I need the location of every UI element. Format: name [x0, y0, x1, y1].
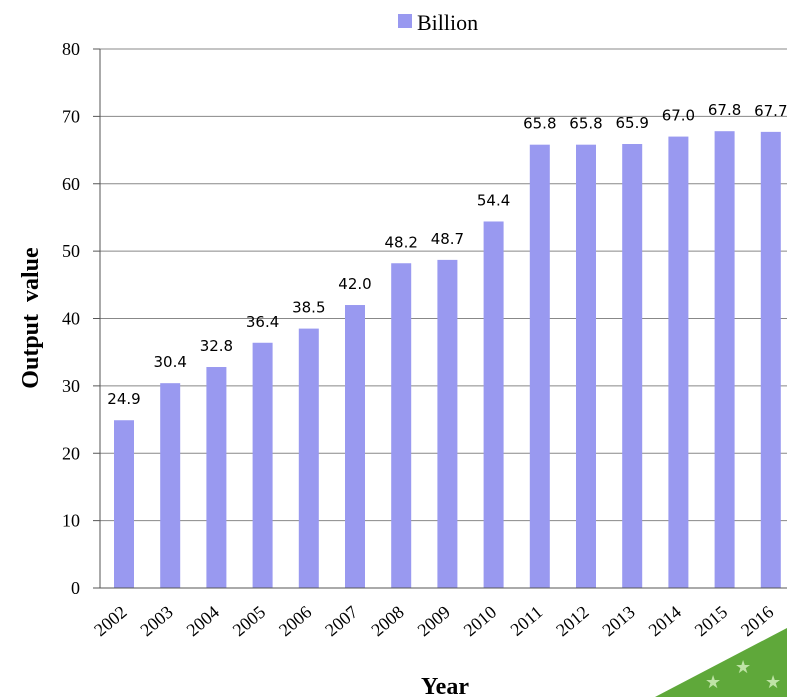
x-tick-label: 2008 [367, 602, 407, 640]
y-axis-ticks: 0 10 20 30 40 50 60 70 80 [62, 39, 100, 598]
x-tick-label: 2006 [275, 602, 315, 640]
data-labels: 24.9 30.4 32.8 36.4 38.5 42.0 48.2 48.7 54.4 65.8… [107, 101, 787, 408]
bar [252, 342, 273, 588]
x-axis-title: Year [421, 674, 469, 697]
data-label: 36.4 [246, 313, 279, 331]
data-label: 42.0 [338, 275, 371, 293]
legend: Billion [398, 10, 478, 35]
data-label: 67.0 [662, 107, 695, 125]
data-label: 67.8 [708, 101, 741, 119]
x-tick-label: 2005 [229, 602, 269, 640]
x-tick-label: 2007 [321, 602, 361, 640]
data-label: 65.8 [523, 115, 556, 133]
bar [345, 305, 365, 588]
x-tick-label: 2003 [136, 602, 176, 640]
data-label: 24.9 [107, 390, 140, 408]
data-label: 48.7 [431, 230, 464, 248]
bar [391, 263, 412, 588]
bars [114, 131, 781, 589]
corner-badge-shape [655, 628, 787, 697]
bar [668, 136, 689, 588]
bar [298, 328, 319, 588]
axes [99, 49, 787, 589]
bar [714, 131, 735, 588]
x-tick-label: 2016 [737, 602, 777, 640]
x-tick-label: 2009 [414, 602, 454, 640]
y-axis-title: Output value [18, 247, 44, 389]
data-label: 67.7 [754, 102, 787, 120]
bar [760, 131, 781, 588]
x-tick-label: 2004 [183, 602, 223, 640]
legend-swatch [398, 14, 412, 28]
y-tick-label: 80 [62, 39, 80, 59]
data-label: 38.5 [292, 299, 325, 317]
bar [483, 221, 504, 589]
data-label: 65.9 [615, 114, 648, 132]
y-tick-label: 40 [62, 309, 80, 329]
bar [529, 144, 550, 589]
star-icon: ★ [705, 672, 721, 693]
x-tick-label: 2014 [645, 602, 685, 640]
legend-label: Billion [417, 10, 478, 35]
bar [206, 367, 227, 588]
x-tick-label: 2011 [506, 602, 546, 640]
y-tick-label: 70 [62, 106, 80, 126]
data-label: 30.4 [153, 353, 186, 371]
star-icon: ★ [765, 672, 781, 693]
data-label: 48.2 [384, 233, 417, 251]
star-icon: ★ [735, 657, 751, 678]
bar [160, 383, 181, 588]
y-tick-label: 50 [62, 241, 80, 261]
corner-badge: ★ ★ ★ [655, 628, 787, 697]
bar [576, 144, 596, 589]
x-tick-label: 2010 [460, 602, 500, 640]
bar [114, 420, 134, 588]
y-tick-label: 20 [62, 443, 80, 463]
x-tick-label: 2012 [552, 602, 592, 640]
x-tick-label: 2013 [598, 602, 638, 640]
bar [437, 259, 458, 588]
x-axis-ticks: 2002 2003 2004 2005 2006 2007 2008 2009 2010 2011… [90, 602, 777, 640]
data-label: 65.8 [569, 115, 602, 133]
x-tick-label: 2002 [90, 602, 130, 640]
data-label: 54.4 [477, 191, 510, 209]
y-tick-label: 30 [62, 376, 80, 396]
x-tick-label: 2015 [691, 602, 731, 640]
y-tick-label: 60 [62, 174, 80, 194]
y-tick-label: 10 [62, 511, 80, 531]
y-tick-label: 0 [71, 578, 80, 598]
data-label: 32.8 [200, 337, 233, 355]
bar [622, 143, 643, 588]
